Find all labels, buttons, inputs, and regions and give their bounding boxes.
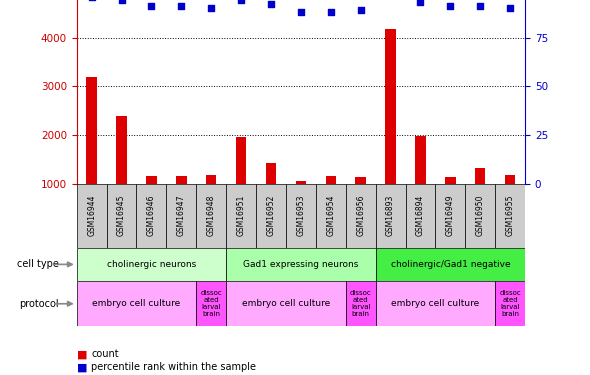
Bar [376,248,525,281]
Text: GSM16954: GSM16954 [326,195,335,236]
Bar [376,281,495,326]
Text: Gad1 expressing neurons: Gad1 expressing neurons [243,260,359,269]
Bar [86,76,97,232]
Bar [166,184,196,248]
Text: GSM16956: GSM16956 [356,195,365,236]
Bar [107,184,136,248]
Text: cholinergic neurons: cholinergic neurons [107,260,196,269]
Bar [146,177,157,232]
Bar [466,184,495,248]
Bar [346,184,376,248]
Bar [226,281,346,326]
Text: dissoc
ated
larval
brain: dissoc ated larval brain [201,290,222,317]
Text: GSM16948: GSM16948 [206,195,216,236]
Bar [495,281,525,326]
Text: GSM16947: GSM16947 [177,195,186,236]
Text: GSM16955: GSM16955 [506,195,514,236]
Point [147,3,156,9]
Bar [206,175,217,232]
Point [266,2,276,8]
Bar [176,177,186,232]
Point [356,7,365,13]
Bar [286,184,316,248]
Bar [495,184,525,248]
Bar [475,168,486,232]
Text: GSM16894: GSM16894 [416,195,425,236]
Point [416,0,425,5]
Bar [77,281,196,326]
Point [476,3,485,9]
Text: GSM16951: GSM16951 [237,195,245,236]
Bar [355,177,366,232]
Text: ■: ■ [77,350,87,359]
Text: GSM16952: GSM16952 [267,195,276,236]
Point [445,3,455,9]
Text: percentile rank within the sample: percentile rank within the sample [91,363,257,372]
Bar [385,29,396,233]
Bar [435,184,466,248]
Text: GSM16893: GSM16893 [386,195,395,236]
Bar [376,184,405,248]
Text: GSM16950: GSM16950 [476,195,485,236]
Bar [226,248,376,281]
Text: cell type: cell type [17,260,59,269]
Bar [196,281,226,326]
Point [176,3,186,9]
Point [237,0,246,3]
Text: dissoc
ated
larval
brain: dissoc ated larval brain [350,290,372,317]
Text: GSM16953: GSM16953 [296,195,306,236]
Bar [226,184,256,248]
Bar [415,136,426,232]
Bar [236,138,247,232]
Text: GSM16944: GSM16944 [87,195,96,236]
Text: protocol: protocol [19,299,59,309]
Bar [136,184,166,248]
Bar [77,248,226,281]
Bar [316,184,346,248]
Text: dissoc
ated
larval
brain: dissoc ated larval brain [499,290,521,317]
Text: cholinergic/Gad1 negative: cholinergic/Gad1 negative [391,260,510,269]
Bar [296,182,306,232]
Text: embryo cell culture: embryo cell culture [391,299,480,308]
Bar [196,184,226,248]
Text: ■: ■ [77,363,87,372]
Text: count: count [91,350,119,359]
Bar [346,281,376,326]
Bar [77,184,107,248]
Bar [405,184,435,248]
Text: embryo cell culture: embryo cell culture [93,299,181,308]
Bar [445,177,455,232]
Point [296,9,306,15]
Bar [505,175,516,232]
Text: GSM16945: GSM16945 [117,195,126,236]
Point [206,5,216,11]
Bar [266,163,276,232]
Bar [116,116,127,232]
Point [326,9,336,15]
Text: GSM16946: GSM16946 [147,195,156,236]
Point [506,5,515,11]
Bar [326,177,336,232]
Text: embryo cell culture: embryo cell culture [242,299,330,308]
Bar [256,184,286,248]
Point [117,0,126,3]
Text: GSM16949: GSM16949 [446,195,455,236]
